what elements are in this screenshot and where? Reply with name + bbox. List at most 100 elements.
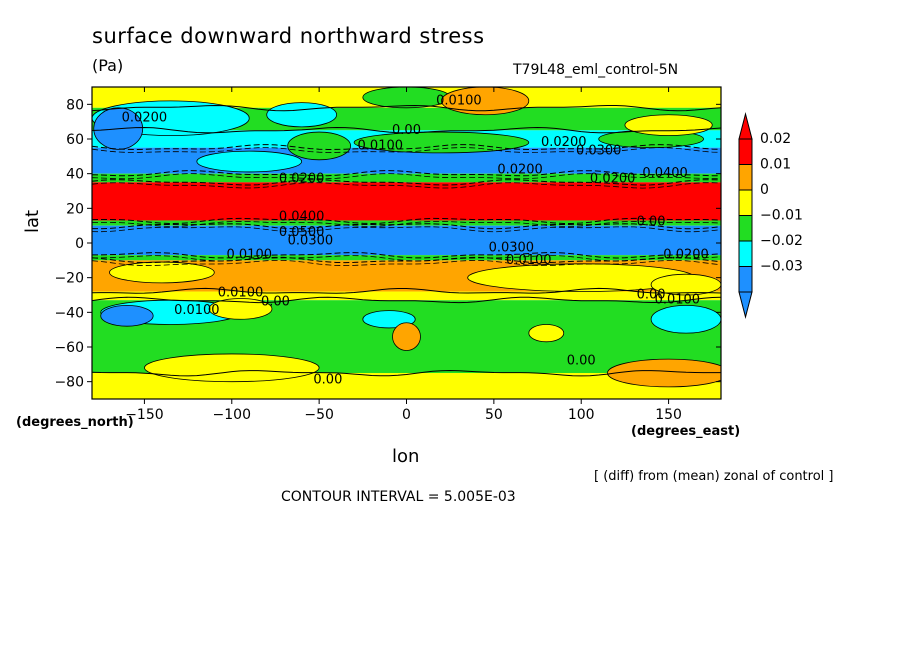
x-tick-label-6: 150 bbox=[655, 407, 682, 423]
contour-4 bbox=[92, 170, 721, 177]
contour-label-7: 0.0200 bbox=[590, 171, 636, 186]
patch-7 bbox=[353, 131, 530, 154]
diff-note: [ (diff) from (mean) zonal of control ] bbox=[594, 469, 834, 484]
colorbar-legend: 0.02 0.01 0 −0.01 −0.02 −0.03 bbox=[738, 112, 803, 319]
contour-10 bbox=[92, 287, 721, 294]
band-10 bbox=[92, 291, 721, 301]
contour-b-7 bbox=[92, 226, 721, 233]
x-tick-label-1: −100 bbox=[213, 407, 251, 423]
contour-3 bbox=[92, 144, 721, 151]
x-tick-label-4: 50 bbox=[485, 407, 503, 423]
contour-label-19: 0.00 bbox=[261, 294, 290, 309]
y-axis: 80 60 40 20 0 −20 −40 −60 −80 bbox=[54, 97, 721, 391]
contour-label-8: 0.0200 bbox=[279, 171, 325, 186]
y-tick-label-3: 20 bbox=[66, 201, 84, 217]
y-tick-label-2: 40 bbox=[66, 167, 84, 183]
contour-label-11: 0.0500 bbox=[279, 225, 325, 240]
patch-17 bbox=[650, 305, 721, 334]
contour-11 bbox=[92, 296, 721, 304]
units-label: (Pa) bbox=[92, 56, 124, 75]
colorbar-swatch-1 bbox=[738, 164, 753, 191]
contour-label-5: 0.0300 bbox=[576, 144, 622, 159]
x-tick-label-3: 0 bbox=[402, 407, 411, 423]
contour-label-21: 0.00 bbox=[637, 287, 666, 302]
contour-8 bbox=[92, 252, 721, 259]
band-1 bbox=[92, 107, 721, 131]
patch-15 bbox=[208, 298, 273, 320]
y-tick-label-4: 0 bbox=[75, 236, 84, 252]
patch-9 bbox=[624, 114, 713, 136]
contour-2 bbox=[92, 126, 721, 134]
patch-21 bbox=[607, 358, 721, 388]
contour-label-12: 0.0300 bbox=[288, 234, 334, 249]
colorbar-label-5: −0.03 bbox=[760, 259, 803, 275]
colorbar-swatch-2 bbox=[738, 189, 753, 216]
contour-label-15: 0.0100 bbox=[506, 253, 552, 268]
patch-4 bbox=[441, 87, 530, 116]
y-tick-label-5: −20 bbox=[54, 271, 84, 287]
x-axis-title: lon bbox=[392, 446, 420, 467]
colorbar-swatch-3 bbox=[738, 215, 753, 242]
colorbar-label-3: −0.01 bbox=[760, 208, 803, 224]
colorbar-label-2: 0 bbox=[760, 182, 769, 198]
contour-label-9: 0.0400 bbox=[642, 166, 688, 181]
contour-label-20: 0.0100 bbox=[174, 303, 220, 318]
patch-10 bbox=[109, 261, 215, 284]
contour-6 bbox=[92, 217, 721, 225]
x-unit-label: (degrees_east) bbox=[631, 424, 741, 439]
y-tick-label-6: −40 bbox=[54, 305, 84, 321]
contour-b-3 bbox=[92, 147, 721, 153]
contour-label-1: 0.0100 bbox=[436, 93, 482, 108]
contour-b-4 bbox=[92, 173, 721, 180]
patch-6 bbox=[287, 131, 351, 161]
contour-12 bbox=[92, 369, 721, 377]
chart-title: surface downward northward stress bbox=[92, 24, 485, 48]
patch-14 bbox=[100, 304, 154, 327]
x-tick-label-5: 100 bbox=[568, 407, 595, 423]
patch-2 bbox=[266, 102, 338, 128]
contour-7 bbox=[92, 223, 721, 230]
contour-label-14: 0.0300 bbox=[489, 241, 535, 256]
contour-label-2: 0.00 bbox=[392, 123, 421, 138]
contour-1 bbox=[92, 104, 721, 112]
contour-b-9 bbox=[92, 259, 721, 267]
patch-20 bbox=[528, 324, 565, 343]
band-7 bbox=[92, 225, 721, 256]
contour-label-6: 0.0200 bbox=[497, 163, 543, 178]
x-axis: −150 −100 −50 0 50 100 150 bbox=[125, 87, 682, 423]
contour-label-22: 0.0100 bbox=[655, 293, 701, 308]
contour-interval: CONTOUR INTERVAL = 5.005E-03 bbox=[281, 489, 516, 505]
colorbar-swatch-0 bbox=[738, 138, 753, 165]
y-axis-title: lat bbox=[22, 209, 43, 233]
experiment-label: T79L48_eml_control-5N bbox=[513, 62, 679, 78]
colorbar-swatch-4 bbox=[738, 240, 753, 267]
y-tick-label-0: 80 bbox=[66, 97, 84, 113]
contour-label-13: 0.00 bbox=[637, 215, 666, 230]
y-tick-label-1: 60 bbox=[66, 132, 84, 148]
y-tick-label-8: −80 bbox=[54, 375, 84, 391]
x-tick-label-2: −50 bbox=[304, 407, 334, 423]
contour-label-18: 0.0100 bbox=[218, 286, 264, 301]
contour-b-5 bbox=[92, 182, 721, 189]
y-tick-label-7: −60 bbox=[54, 340, 84, 356]
contour-label-4: 0.0200 bbox=[541, 135, 587, 150]
contour-lines bbox=[92, 104, 721, 377]
contour-5 bbox=[92, 179, 721, 186]
colorbar-swatch-5 bbox=[738, 266, 753, 293]
colorbar-label-4: −0.02 bbox=[760, 233, 803, 249]
x-tick-label-0: −150 bbox=[125, 407, 163, 423]
patch-5 bbox=[196, 150, 303, 173]
colorbar-bottom-arrow bbox=[738, 291, 753, 319]
contour-9 bbox=[92, 256, 721, 264]
y-unit-label: (degrees_north) bbox=[16, 415, 134, 430]
band-5 bbox=[92, 182, 721, 221]
patch-19 bbox=[392, 322, 421, 351]
band-4 bbox=[92, 173, 721, 183]
field-patches bbox=[92, 87, 721, 388]
contour-label-10: 0.0400 bbox=[279, 209, 325, 224]
contour-label-0: 0.0200 bbox=[122, 111, 168, 126]
colorbar-label-0: 0.02 bbox=[760, 131, 791, 147]
contour-label-3: 0.0100 bbox=[358, 138, 404, 153]
